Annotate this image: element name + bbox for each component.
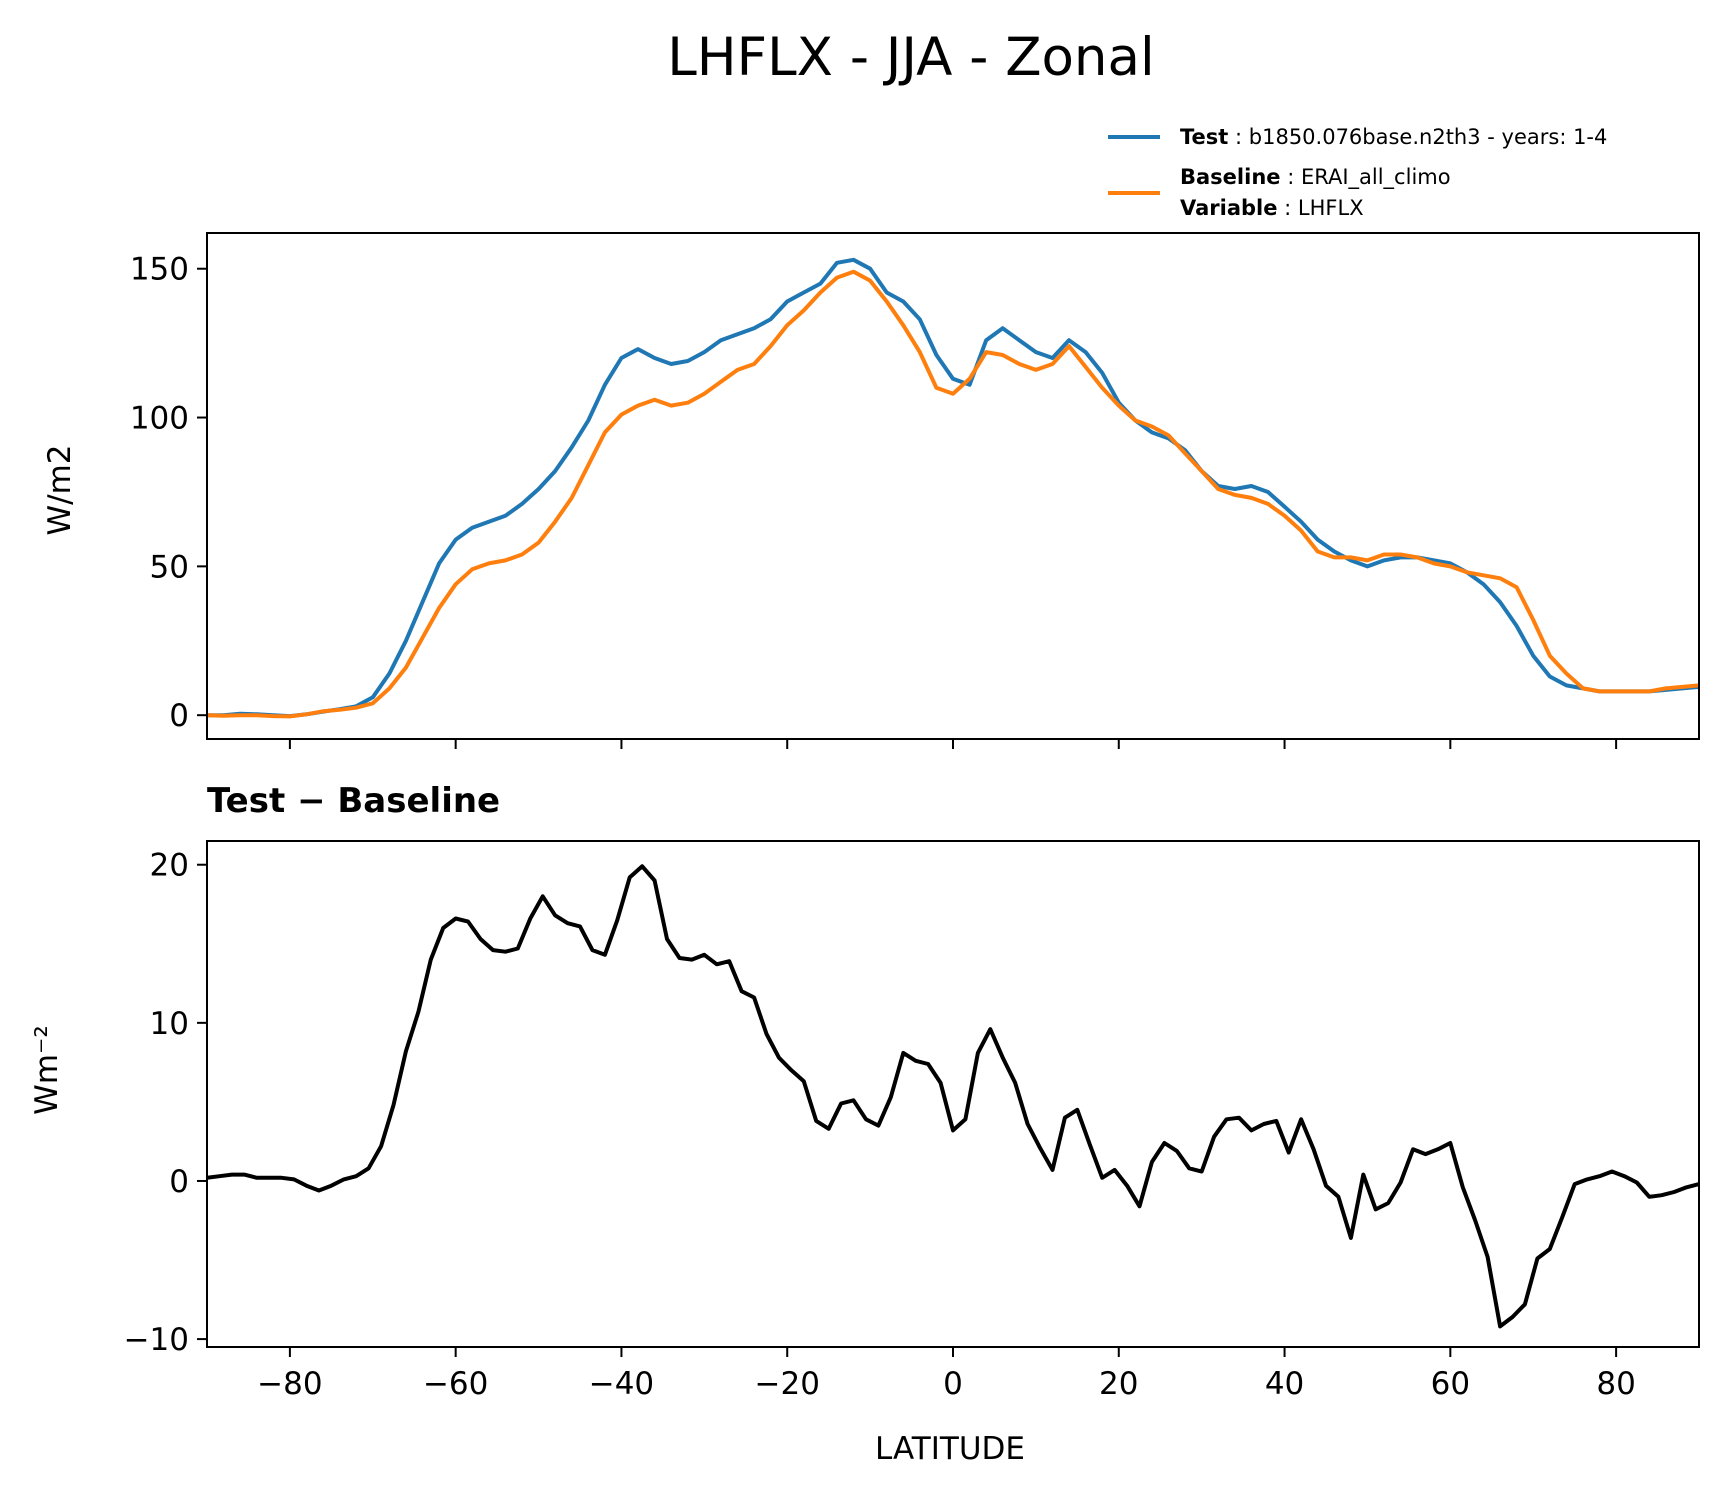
top-series-test-line — [207, 257, 1699, 719]
top-panel: 0 50 100 150 — [130, 232, 1700, 749]
bottom-y-tick-label: 0 — [169, 1164, 189, 1200]
top-y-tick-label: 150 — [130, 252, 189, 288]
x-tick-label: −20 — [755, 1366, 820, 1402]
bottom-y-tick-label: 10 — [150, 1006, 189, 1042]
top-y-tick-label: 50 — [150, 549, 189, 585]
bottom-y-tick-label: −10 — [124, 1322, 189, 1358]
top-y-tick-label: 0 — [169, 698, 189, 734]
legend-variable-key: Variable — [1180, 196, 1277, 220]
x-tick-label: 0 — [943, 1366, 963, 1402]
bottom-plot-frame — [206, 840, 1700, 1348]
legend-variable-sep: : — [1277, 196, 1297, 220]
top-plot-frame — [206, 232, 1700, 740]
legend: Test : b1850.076base.n2th3 - years: 1-4 … — [1108, 125, 1607, 220]
top-series-baseline-line — [207, 269, 1699, 719]
legend-baseline-key: Baseline — [1180, 165, 1281, 189]
legend-test: Test : b1850.076base.n2th3 - years: 1-4 — [1180, 125, 1607, 149]
figure-title: LHFLX - JJA - Zonal — [667, 27, 1154, 88]
difference-panel-title: Test − Baseline — [207, 781, 500, 821]
top-y-axis-label: W/m2 — [42, 444, 78, 535]
x-tick-label: −80 — [257, 1366, 322, 1402]
difference-panel: −10 0 10 20 −80 −60 −40 −20 0 20 40 60 80 — [124, 840, 1700, 1402]
x-tick-label: 40 — [1265, 1366, 1304, 1402]
legend-test-sep: : — [1228, 125, 1248, 149]
legend-baseline-value: ERAI_all_climo — [1301, 165, 1451, 190]
bottom-y-tick-label: 20 — [150, 848, 189, 884]
x-tick-label: −60 — [423, 1366, 488, 1402]
legend-baseline-sep: : — [1281, 165, 1301, 189]
x-axis-label: LATITUDE — [875, 1431, 1025, 1467]
legend-baseline: Baseline : ERAI_all_climo — [1180, 165, 1451, 190]
x-tick-label: −40 — [589, 1366, 654, 1402]
legend-test-key: Test — [1180, 125, 1228, 149]
bottom-y-axis-label: Wm⁻² — [29, 1025, 65, 1115]
x-tick-label: 60 — [1431, 1366, 1470, 1402]
legend-variable: Variable : LHFLX — [1180, 196, 1364, 220]
x-tick-label: 20 — [1099, 1366, 1138, 1402]
legend-variable-value: LHFLX — [1298, 196, 1364, 220]
top-y-tick-label: 100 — [130, 401, 189, 437]
x-tick-label: 80 — [1596, 1366, 1635, 1402]
legend-test-value: b1850.076base.n2th3 - years: 1-4 — [1249, 125, 1608, 149]
bottom-series-difference-line — [207, 864, 1699, 1329]
